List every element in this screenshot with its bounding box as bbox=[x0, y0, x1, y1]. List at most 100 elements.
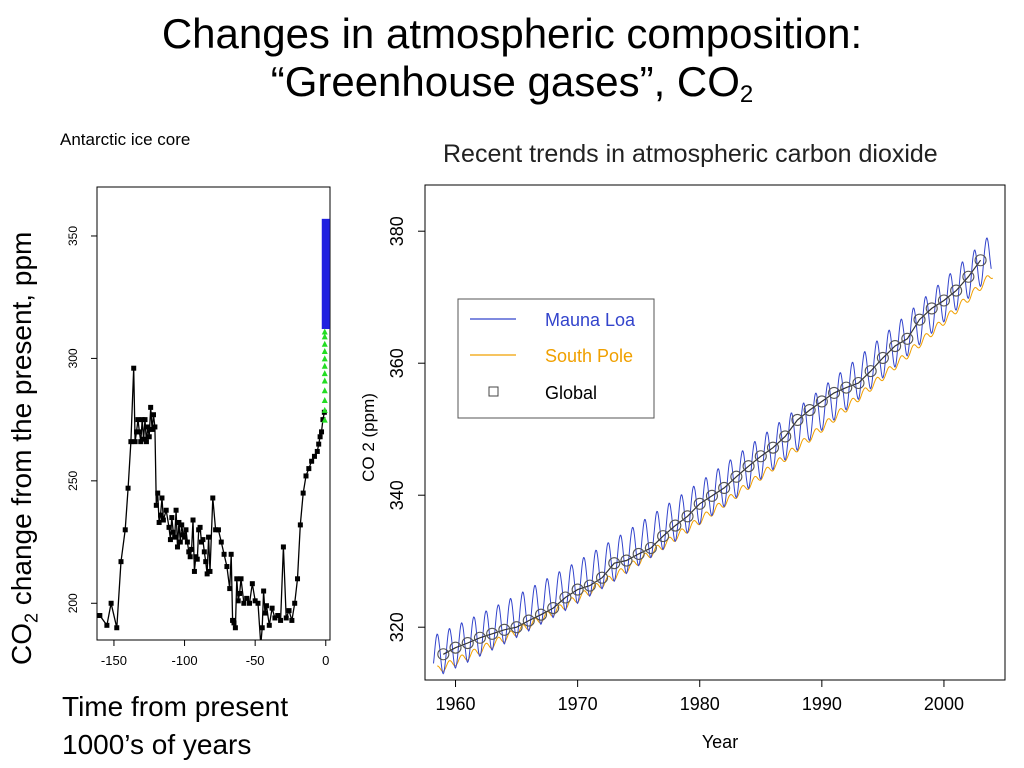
ice-core-point bbox=[259, 625, 265, 631]
ice-core-point bbox=[153, 502, 159, 508]
ice-core-point bbox=[300, 490, 306, 496]
ice-core-triangle-point bbox=[321, 370, 328, 377]
recent-legend: Mauna Loa South Pole Global bbox=[457, 298, 655, 419]
legend-global-swatch bbox=[488, 386, 499, 397]
global-point bbox=[889, 339, 902, 353]
ice-core-point bbox=[218, 539, 224, 545]
ice-core-x-tick-label: -100 bbox=[172, 653, 198, 668]
ice-core-point bbox=[163, 507, 169, 513]
ice-core-point bbox=[197, 524, 203, 530]
ice-core-point bbox=[309, 458, 315, 464]
global-point bbox=[901, 332, 914, 345]
ice-core-point bbox=[132, 439, 138, 445]
ice-core-point bbox=[275, 613, 281, 619]
global-point bbox=[547, 602, 560, 615]
ice-core-point bbox=[187, 554, 193, 560]
global-point bbox=[596, 571, 609, 584]
global-point bbox=[913, 313, 926, 326]
ice-core-chart: Antarctic ice core -150 -100 -50 0 200 250 300 3… bbox=[60, 130, 331, 668]
ice-core-point bbox=[134, 429, 140, 435]
global-point bbox=[632, 547, 645, 560]
ice-core-triangle-point bbox=[321, 340, 328, 347]
ice-core-point bbox=[108, 600, 114, 606]
ice-core-point bbox=[306, 466, 312, 472]
global-point bbox=[559, 591, 572, 604]
ice-core-point bbox=[317, 434, 323, 440]
ice-core-point bbox=[191, 568, 197, 574]
ice-core-point bbox=[206, 534, 212, 540]
global-point bbox=[876, 351, 889, 364]
ice-core-plot-frame bbox=[96, 186, 331, 641]
global-point bbox=[718, 481, 731, 494]
ice-core-point bbox=[146, 434, 152, 440]
recent-x-tick-label: 1960 bbox=[436, 694, 476, 714]
ice-core-point bbox=[311, 453, 317, 459]
ice-core-point bbox=[145, 424, 151, 430]
ice-core-point bbox=[320, 417, 326, 423]
ice-core-point bbox=[158, 512, 164, 518]
ice-core-point bbox=[278, 617, 284, 623]
recent-trends-plot-frame bbox=[424, 184, 1006, 681]
global-point bbox=[742, 460, 755, 473]
ice-core-point bbox=[114, 625, 120, 631]
ice-core-triangle-point bbox=[321, 355, 328, 362]
ice-core-point bbox=[128, 439, 134, 445]
recent-x-tick-label: 1990 bbox=[802, 694, 842, 714]
legend-global-label: Global bbox=[545, 383, 597, 403]
ice-core-y-tick-label: 250 bbox=[66, 471, 80, 491]
ice-core-point bbox=[190, 517, 196, 523]
mauna-loa-line bbox=[433, 237, 992, 675]
ice-core-triangle-point bbox=[321, 377, 328, 384]
ice-core-point bbox=[261, 588, 267, 594]
ice-core-x-tick-label: -150 bbox=[101, 653, 127, 668]
ice-core-point bbox=[255, 600, 261, 606]
global-point bbox=[791, 413, 804, 427]
ice-core-point bbox=[200, 537, 206, 543]
ice-core-point bbox=[283, 615, 289, 621]
ice-core-point bbox=[231, 620, 237, 626]
ice-core-triangle-point bbox=[321, 348, 328, 355]
global-point bbox=[705, 489, 718, 502]
global-point bbox=[461, 636, 474, 650]
ice-core-point bbox=[139, 417, 145, 423]
legend-south-pole-label: South Pole bbox=[545, 346, 633, 366]
ice-core-point bbox=[295, 576, 301, 582]
ice-core-point bbox=[272, 615, 278, 621]
global-point bbox=[510, 621, 523, 634]
ice-core-point bbox=[169, 515, 175, 521]
global-point bbox=[852, 376, 865, 390]
ice-core-point bbox=[237, 590, 243, 596]
global-point bbox=[815, 395, 828, 408]
ice-core-point bbox=[269, 605, 275, 611]
recent-x-tick-label: 2000 bbox=[924, 694, 964, 714]
title-line-2-sub: 2 bbox=[739, 81, 754, 108]
ice-core-point bbox=[262, 610, 268, 616]
global-point bbox=[681, 510, 694, 523]
ice-core-triangle-point bbox=[321, 333, 328, 340]
ice-core-point bbox=[286, 608, 292, 614]
time-caption-line-1: Time from present bbox=[62, 691, 289, 722]
ice-core-point bbox=[258, 642, 263, 647]
ice-core-x-tick-label: 0 bbox=[322, 653, 329, 668]
ice-core-point bbox=[131, 365, 137, 371]
title-line-2-main: “Greenhouse gases”, CO bbox=[270, 58, 740, 105]
ice-core-point bbox=[314, 448, 320, 454]
ice-core-y-tick-label: 300 bbox=[66, 348, 80, 368]
ice-core-point bbox=[201, 549, 207, 555]
ice-core-point bbox=[149, 426, 155, 432]
ice-core-point bbox=[184, 539, 190, 545]
ice-core-point bbox=[155, 490, 161, 496]
modern-co2-bar bbox=[321, 218, 330, 330]
title-line-1: Changes in atmospheric composition: bbox=[161, 10, 863, 57]
ice-core-y-tick-label: 200 bbox=[66, 593, 80, 613]
global-point bbox=[669, 519, 682, 532]
global-point bbox=[571, 583, 584, 596]
ice-core-point bbox=[232, 625, 238, 631]
ice-core-point bbox=[227, 586, 233, 592]
ice-core-point bbox=[266, 622, 272, 628]
ice-core-point bbox=[280, 544, 286, 550]
ice-core-point bbox=[238, 576, 244, 582]
global-point bbox=[766, 441, 780, 454]
global-point bbox=[693, 497, 706, 510]
ice-core-point bbox=[141, 436, 147, 442]
